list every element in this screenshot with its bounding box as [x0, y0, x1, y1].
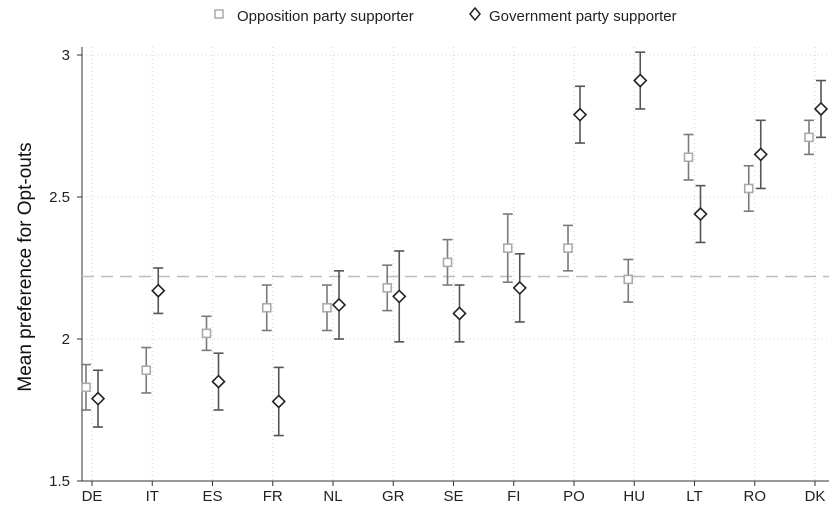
y-tick-label: 3 — [62, 47, 70, 64]
government-point — [452, 306, 467, 321]
opposition-point — [804, 132, 814, 143]
government-point — [813, 101, 829, 117]
data-marks — [81, 51, 829, 437]
opposition-point — [261, 302, 272, 313]
x-tick-label: DK — [805, 488, 826, 505]
y-tick-label: 2 — [62, 331, 70, 348]
x-tick-label: NL — [323, 488, 342, 505]
opposition-point — [382, 283, 393, 293]
y-tick-label: 1.5 — [49, 473, 70, 490]
axes: 1.5 2 2.5 3 DE IT ES FR NL GR SE FI PO HU LT RO DK — [49, 47, 829, 505]
government-point — [331, 297, 347, 313]
legend-label-opposition: Opposition party supporter — [237, 8, 414, 25]
government-point — [392, 289, 407, 304]
opposition-point — [743, 183, 754, 194]
x-tick-label: ES — [202, 488, 222, 505]
x-tick-label: RO — [744, 488, 767, 505]
x-tick-label: LT — [686, 488, 702, 505]
government-point — [271, 394, 286, 409]
government-point — [90, 391, 106, 406]
opposition-point — [502, 243, 513, 253]
x-tick-label: GR — [382, 488, 405, 505]
x-tick-label: DE — [82, 488, 103, 505]
government-point — [753, 147, 768, 162]
x-tick-label: SE — [443, 488, 463, 505]
gridlines — [82, 47, 829, 482]
legend-marker-government — [469, 6, 481, 22]
government-point — [693, 206, 708, 222]
opposition-point — [563, 243, 573, 253]
y-tick-label: 2.5 — [49, 189, 70, 206]
x-tick-label: FI — [507, 488, 520, 505]
x-tick-label: HU — [623, 488, 645, 505]
opposition-point — [442, 257, 453, 268]
opposition-point — [141, 365, 152, 376]
opposition-point — [623, 274, 634, 285]
legend: Opposition party supporter Government pa… — [214, 6, 677, 25]
government-point — [151, 283, 166, 298]
x-tick-label: IT — [146, 488, 159, 505]
opposition-point — [81, 382, 91, 393]
legend-marker-opposition — [214, 9, 224, 19]
opposition-point — [683, 152, 694, 163]
y-axis-label: Mean preference for Opt-outs — [15, 142, 36, 391]
opposition-point — [201, 328, 212, 339]
government-point — [633, 73, 648, 88]
legend-label-government: Government party supporter — [489, 8, 677, 25]
x-tick-label: FR — [263, 488, 283, 505]
x-tick-label: PO — [563, 488, 585, 505]
government-point — [572, 107, 588, 122]
government-point — [211, 374, 226, 389]
opposition-point — [322, 302, 332, 313]
government-point — [512, 280, 527, 296]
